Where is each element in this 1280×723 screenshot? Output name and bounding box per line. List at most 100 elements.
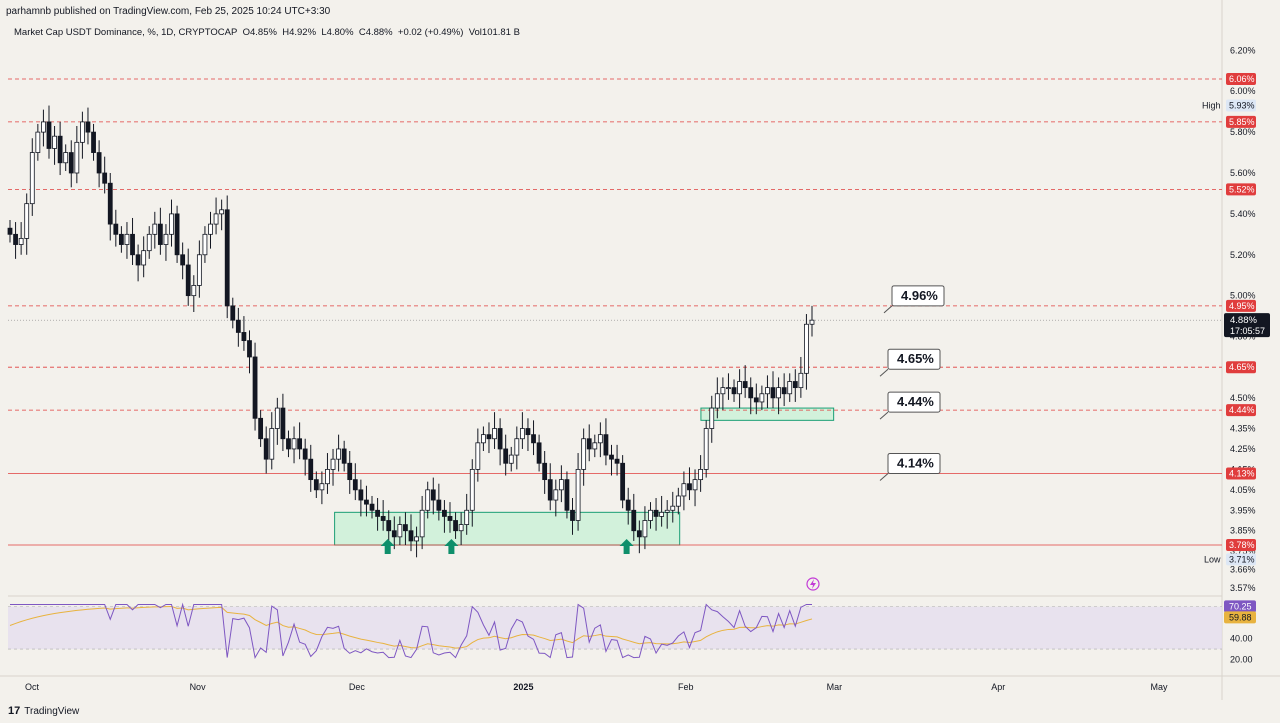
- candle-body: [442, 509, 447, 517]
- candle: [759, 385, 765, 411]
- candle: [107, 173, 113, 241]
- candle: [63, 144, 69, 171]
- candle: [380, 500, 386, 531]
- candle-body: [107, 182, 113, 225]
- candle: [102, 156, 108, 194]
- level-tag-bg: [1226, 467, 1256, 480]
- candle: [208, 211, 213, 249]
- candle-body: [96, 152, 102, 174]
- candle-body: [202, 233, 208, 256]
- candle: [118, 226, 124, 253]
- candle-body: [742, 381, 748, 389]
- candle: [436, 483, 442, 521]
- y-tick-label: 3.57%: [1230, 583, 1256, 593]
- callout-pointer: [883, 305, 893, 314]
- rsi-value-tag: [1224, 600, 1256, 613]
- x-tick-label: May: [1150, 682, 1168, 692]
- candle-body: [481, 434, 486, 444]
- candle-body: [787, 381, 793, 395]
- x-tick-label: Mar: [827, 682, 843, 692]
- level-price-tag: 4.95%: [1226, 299, 1256, 312]
- candle: [486, 422, 492, 454]
- candle-body: [319, 483, 325, 491]
- candle-body: [519, 428, 525, 440]
- candle-body: [302, 448, 308, 460]
- candle-body: [581, 438, 587, 470]
- candle-body: [91, 131, 96, 153]
- candle-body: [430, 489, 436, 501]
- candle-body: [620, 462, 626, 501]
- rsi-ma-label: 59.88: [1229, 612, 1252, 622]
- candle: [675, 487, 681, 515]
- candle: [185, 248, 191, 306]
- candle: [497, 418, 503, 466]
- level-tag-bg: [1226, 299, 1256, 312]
- candle-body: [765, 387, 770, 395]
- candle-body: [252, 356, 258, 419]
- level-tag-bg: [1226, 72, 1256, 85]
- candle-body: [508, 454, 514, 464]
- level-tag-label: 6.06%: [1229, 74, 1255, 84]
- candle-body: [759, 393, 765, 403]
- candle: [742, 365, 748, 398]
- y-tick-label: 5.20%: [1230, 250, 1256, 260]
- callout-label: 4.96%: [901, 288, 938, 303]
- y-tick-label: 6.20%: [1230, 45, 1256, 55]
- candle: [347, 451, 353, 494]
- candle: [653, 498, 659, 531]
- candle-body: [792, 381, 798, 389]
- candle: [570, 498, 575, 535]
- candle-body: [609, 454, 614, 460]
- y-tick-label: 4.25%: [1230, 444, 1256, 454]
- candle-body: [213, 213, 219, 225]
- candle-body: [453, 520, 458, 532]
- candle-body: [726, 387, 731, 390]
- candle: [146, 226, 152, 259]
- candle: [280, 393, 286, 451]
- candle: [726, 373, 731, 400]
- candle-body: [597, 434, 603, 444]
- candle: [52, 125, 57, 165]
- legend-open: O4.85%: [242, 27, 277, 38]
- legend-high: H4.92%: [282, 27, 317, 38]
- candle-body: [135, 254, 141, 266]
- candle-body: [185, 264, 191, 297]
- callout-label: 4.65%: [897, 351, 934, 366]
- candle-body: [436, 499, 442, 511]
- candle-body: [341, 448, 347, 464]
- candle-body: [425, 489, 431, 511]
- candle-body: [7, 227, 13, 235]
- candle: [241, 316, 247, 351]
- candle-body: [497, 428, 503, 450]
- candle-body: [781, 387, 787, 395]
- candle-body: [336, 448, 341, 460]
- callout-box: [887, 452, 941, 474]
- candle-body: [737, 381, 742, 395]
- candle: [620, 455, 626, 509]
- candle-body: [698, 468, 704, 481]
- candle: [776, 377, 781, 415]
- candle-body: [670, 505, 676, 511]
- candle: [191, 275, 197, 312]
- low-value: 3.71%: [1229, 554, 1255, 564]
- candle-body: [464, 509, 470, 525]
- candle: [124, 222, 130, 259]
- level-tag-bg: [1226, 539, 1256, 552]
- candle-body: [113, 223, 119, 235]
- candle-body: [141, 250, 147, 266]
- x-tick-label: Dec: [349, 682, 366, 692]
- level-tag-label: 5.85%: [1229, 117, 1255, 127]
- candle-body: [291, 438, 297, 450]
- y-tick-label: 3.85%: [1230, 526, 1256, 536]
- callout-pointer: [879, 473, 889, 481]
- candle-body: [35, 131, 41, 153]
- level-tag-label: 3.78%: [1229, 540, 1255, 550]
- candle-body: [570, 509, 575, 521]
- candle: [202, 226, 208, 263]
- callout-label: 4.14%: [897, 455, 934, 470]
- candle: [603, 418, 609, 466]
- callout-pointer: [879, 368, 889, 377]
- candle-body: [102, 172, 108, 184]
- candle: [720, 377, 726, 411]
